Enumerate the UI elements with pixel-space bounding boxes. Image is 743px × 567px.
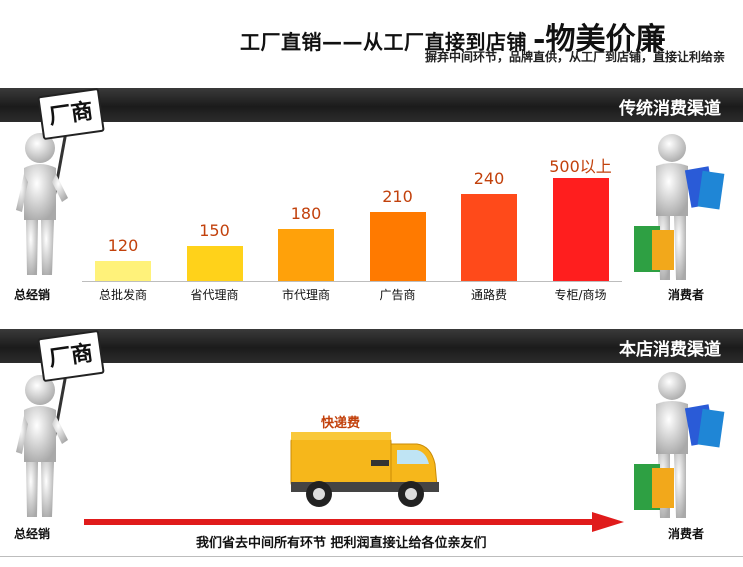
chart-baseline [82, 281, 622, 282]
bar-value-label-3: 210 [382, 187, 413, 206]
bar-5 [552, 178, 609, 281]
manufacturer-figure [10, 70, 110, 280]
headline: 工厂直销——从工厂直接到店铺 -物美价廉 [240, 14, 665, 58]
bar-value-label-5: 500以上 [549, 157, 612, 176]
bottom-divider [0, 556, 743, 557]
band-traditional [0, 88, 743, 122]
bar-value-label-4: 240 [473, 169, 505, 188]
subtitle: 摒弃中间环节，品牌直供，从工厂到店铺，直接让利给亲 [424, 50, 725, 64]
manufacturer-sign-2: 厂商 [37, 329, 105, 383]
bar-value-label-2: 180 [290, 204, 322, 223]
arrow-right-icon [84, 512, 624, 532]
left-label-distributor: 总经销 [14, 288, 51, 302]
bar-3 [369, 212, 426, 281]
right-label-consumer-2: 消费者 [668, 527, 705, 541]
shopper-with-bags-icon [634, 372, 725, 518]
bar-value-label-1: 150 [199, 221, 230, 240]
headline-main: 工厂直销——从工厂直接到店铺 [240, 30, 527, 54]
bar-1 [186, 246, 243, 281]
shopper-with-bags-icon [634, 134, 725, 280]
manufacturer-sign: 厂商 [37, 87, 105, 141]
band-title-traditional: 传统消费渠道 [619, 99, 721, 119]
truck-icon [290, 432, 439, 507]
direct-arrow [84, 512, 624, 534]
category-label-2: 市代理商 [281, 288, 330, 302]
person-holding-sign-icon [16, 109, 72, 275]
bar-4 [461, 194, 517, 281]
category-label-1: 省代理商 [190, 288, 239, 302]
band-store [0, 329, 743, 363]
right-label-consumer: 消费者 [668, 288, 705, 302]
category-label-5: 专柜/商场 [554, 288, 607, 302]
headline-big: -物美价廉 [533, 22, 666, 57]
category-label-4: 通路费 [470, 288, 507, 302]
truck-label: 快递费 [321, 416, 361, 431]
delivery-truck [285, 420, 445, 512]
consumer-figure-2 [630, 368, 730, 523]
left-label-distributor-2: 总经销 [14, 527, 51, 541]
consumer-figure [630, 130, 730, 285]
band-title-store: 本店消费渠道 [619, 340, 721, 360]
bar-2 [278, 229, 334, 281]
direct-channel-text: 我们省去中间所有环节 把利润直接让给各位亲友们 [196, 536, 487, 551]
category-label-0: 总批发商 [98, 288, 147, 302]
category-label-3: 广告商 [379, 288, 416, 302]
